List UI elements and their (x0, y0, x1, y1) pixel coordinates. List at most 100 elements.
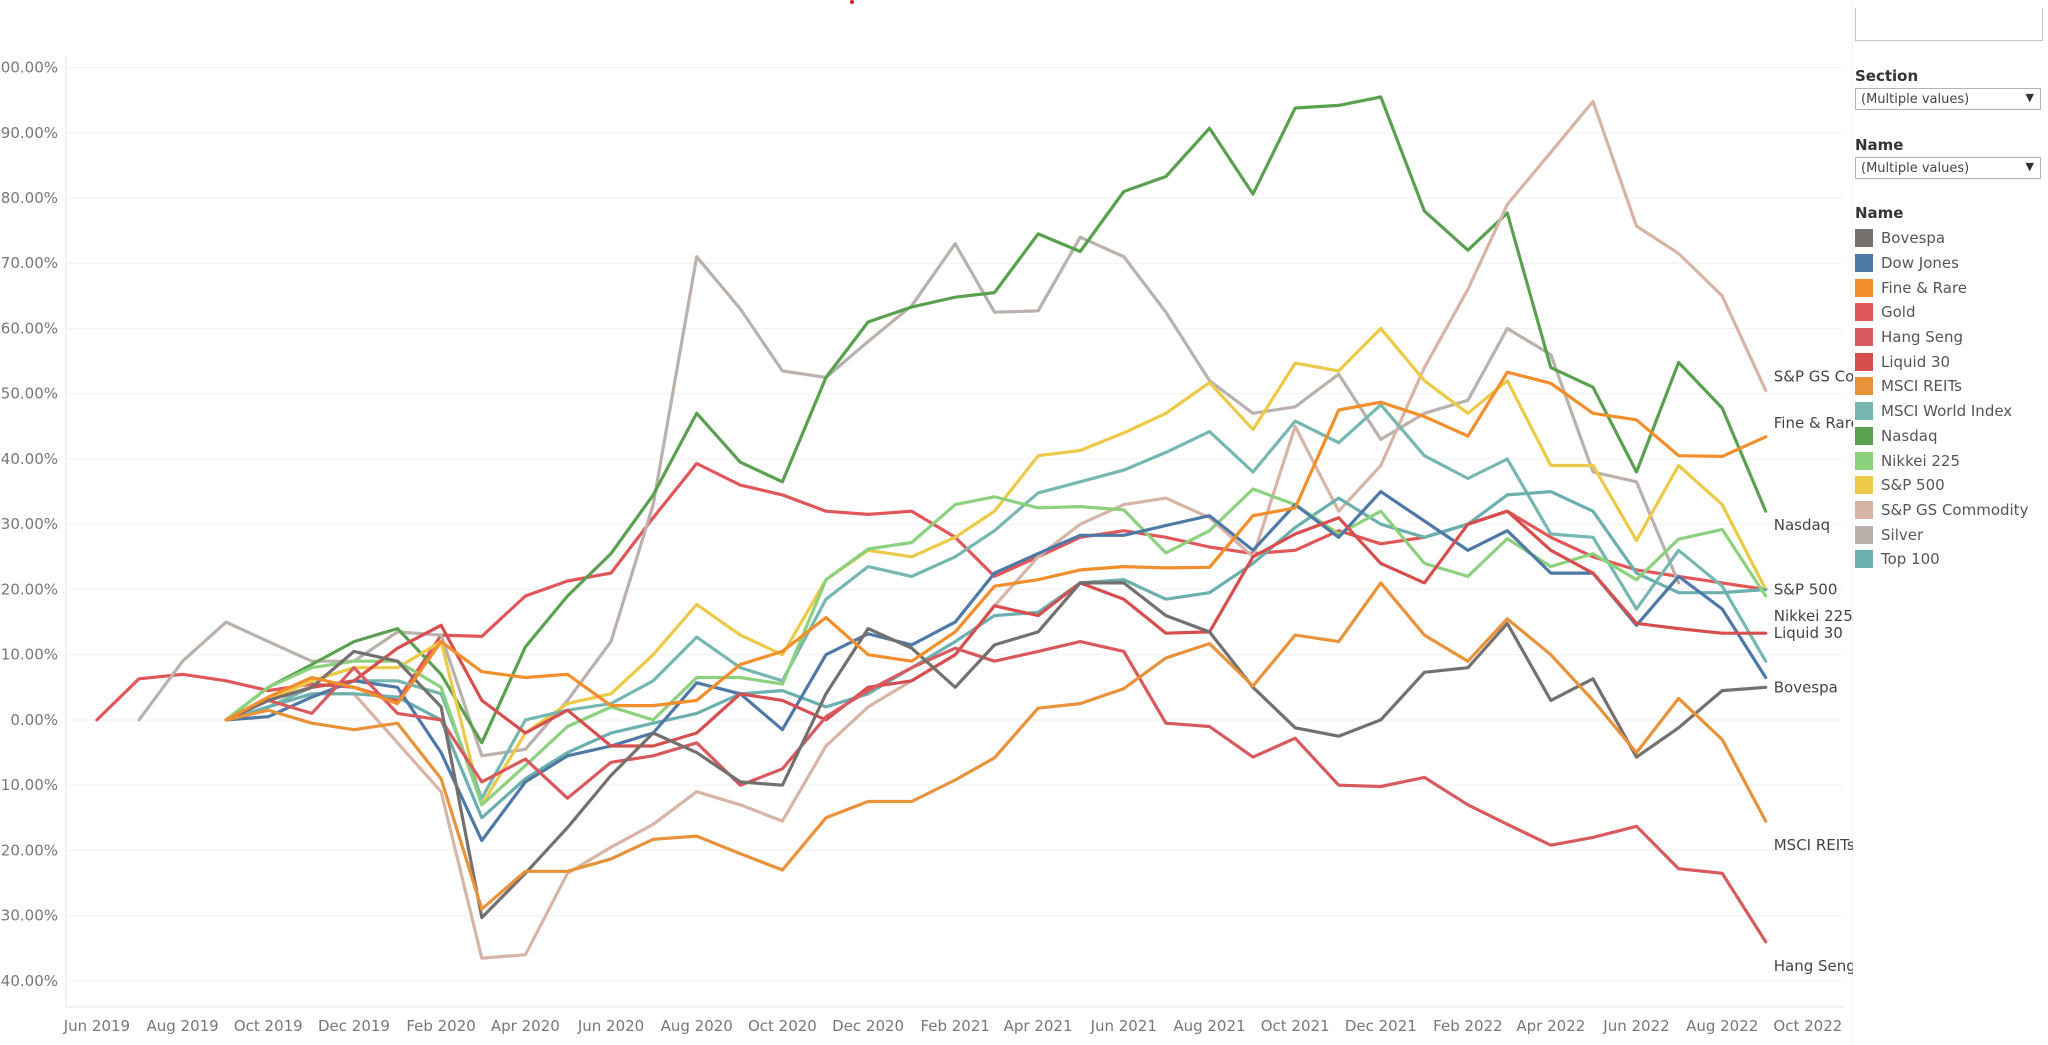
legend-item-label: Top 100 (1881, 550, 1940, 569)
name-filter-dropdown[interactable]: (Multiple values) ▼ (1855, 157, 2041, 179)
legend-swatch (1855, 229, 1873, 248)
y-tick-label: 20.00% (1, 580, 58, 598)
legend-swatch (1855, 254, 1873, 273)
section-filter-title: Section (1855, 67, 1919, 85)
legend-item[interactable]: Hang Seng (1855, 325, 2028, 350)
series-line[interactable] (224, 490, 1768, 843)
legend-swatch (1855, 525, 1873, 544)
legend-swatch (1855, 451, 1873, 470)
legend-item-label: Nasdaq (1881, 426, 1938, 445)
x-tick-label: Feb 2020 (406, 1017, 476, 1035)
chevron-down-icon: ▼ (2025, 91, 2034, 104)
series-line[interactable] (224, 403, 1768, 800)
series-line[interactable] (224, 509, 1768, 748)
legend: Bovespa Dow Jones Fine & Rare Gold Hang Seng… (1855, 226, 2028, 572)
legend-swatch (1855, 328, 1873, 347)
series-line[interactable] (224, 639, 1768, 944)
y-tick-label: 70.00% (1, 254, 58, 272)
legend-item[interactable]: S&P 500 (1855, 473, 2028, 498)
legend-item[interactable]: Liquid 30 (1855, 349, 2028, 374)
name-filter-value: (Multiple values) (1861, 161, 1970, 176)
section-filter-dropdown[interactable]: (Multiple values) ▼ (1855, 88, 2041, 110)
x-tick-label: Apr 2021 (1004, 1017, 1073, 1035)
series-line[interactable] (224, 490, 1768, 820)
legend-item[interactable]: Silver (1855, 522, 2028, 547)
legend-swatch (1855, 278, 1873, 297)
legend-item[interactable]: Fine & Rare (1855, 275, 2028, 300)
end-label: Hang Seng (1774, 957, 1853, 975)
y-tick-label: -20.00% (0, 841, 58, 859)
legend-item[interactable]: Top 100 (1855, 547, 2028, 572)
legend-item[interactable]: S&P GS Commodity (1855, 498, 2028, 523)
x-axis-ticks: Jun 2019 Aug 2019 Oct 2019 Dec 2019 Feb 2020… (63, 1017, 1843, 1035)
legend-item-label: Gold (1881, 303, 1916, 322)
series-line[interactable] (137, 235, 1681, 758)
x-tick-label: Oct 2020 (748, 1017, 817, 1035)
x-tick-label: Dec 2019 (318, 1017, 390, 1035)
x-tick-label: Aug 2021 (1173, 1017, 1245, 1035)
x-tick-label: Feb 2021 (920, 1017, 990, 1035)
end-label: MSCI REITs (1774, 836, 1853, 854)
section-filter-value: (Multiple values) (1861, 92, 1970, 107)
series-line[interactable] (224, 95, 1768, 745)
x-tick-label: Dec 2021 (1345, 1017, 1417, 1035)
series-line[interactable] (224, 370, 1768, 722)
legend-item[interactable]: Gold (1855, 300, 2028, 325)
legend-item-label: Liquid 30 (1881, 352, 1951, 371)
series-line[interactable] (224, 581, 1768, 911)
legend-item[interactable]: Dow Jones (1855, 251, 2028, 276)
x-tick-label: Aug 2022 (1686, 1017, 1758, 1035)
x-tick-label: Apr 2020 (491, 1017, 560, 1035)
legend-item[interactable]: Bovespa (1855, 226, 2028, 251)
y-axis-ticks: 100.00% 90.00% 80.00% 70.00% 60.00% 50.00% 40.… (0, 59, 58, 990)
series-line[interactable] (224, 581, 1768, 920)
end-label: Fine & Rare (1774, 414, 1853, 432)
legend-swatch (1855, 550, 1873, 569)
legend-swatch (1855, 377, 1873, 396)
legend-item-label: MSCI World Index (1881, 402, 2013, 421)
end-labels: S&P GS Commodity Fine & Rare Nasdaq S&P 500… (1774, 367, 1853, 974)
y-tick-label: 10.00% (1, 646, 58, 664)
grid (65, 56, 1843, 1008)
legend-item[interactable]: Nasdaq (1855, 424, 2028, 449)
end-label: Bovespa (1774, 678, 1838, 696)
end-label: Liquid 30 (1774, 624, 1843, 642)
legend-item-label: MSCI REITs (1881, 377, 1962, 396)
x-tick-label: Aug 2019 (146, 1017, 218, 1035)
legend-swatch (1855, 303, 1873, 322)
x-tick-label: Apr 2022 (1516, 1017, 1585, 1035)
y-tick-label: 30.00% (1, 515, 58, 533)
legend-item-label: Fine & Rare (1881, 278, 1968, 297)
legend-swatch (1855, 500, 1873, 519)
x-tick-label: Jun 2020 (577, 1017, 644, 1035)
x-tick-label: Jun 2019 (63, 1017, 130, 1035)
search-box[interactable] (1855, 8, 2043, 41)
y-tick-label: 0.00% (10, 711, 58, 729)
legend-swatch (1855, 426, 1873, 445)
series-lines (95, 95, 1768, 960)
end-label: S&P 500 (1774, 580, 1838, 598)
legend-item-label: S&P GS Commodity (1881, 500, 2029, 519)
x-tick-label: Jun 2021 (1090, 1017, 1157, 1035)
legend-swatch (1855, 402, 1873, 421)
legend-item-label: Hang Seng (1881, 328, 1964, 347)
y-tick-label: 90.00% (1, 124, 58, 142)
legend-swatch (1855, 352, 1873, 371)
end-label: S&P GS Commodity (1774, 367, 1853, 385)
legend-item-label: Nikkei 225 (1881, 451, 1961, 470)
x-tick-label: Aug 2020 (661, 1017, 733, 1035)
end-label: Nikkei 225 (1774, 607, 1853, 625)
name-filter-title: Name (1855, 136, 1904, 154)
y-tick-label: 40.00% (1, 450, 58, 468)
filter-panel: Section (Multiple values) ▼ Name (Multip… (1853, 0, 2048, 600)
legend-item[interactable]: MSCI World Index (1855, 399, 2028, 424)
end-label: Nasdaq (1774, 516, 1830, 534)
y-tick-label: -10.00% (0, 776, 58, 794)
legend-item[interactable]: MSCI REITs (1855, 374, 2028, 399)
legend-swatch (1855, 476, 1873, 495)
legend-item[interactable]: Nikkei 225 (1855, 448, 2028, 473)
series-line[interactable] (224, 487, 1768, 807)
y-tick-label: 50.00% (1, 385, 58, 403)
x-tick-label: Dec 2020 (832, 1017, 904, 1035)
x-tick-label: Oct 2019 (234, 1017, 303, 1035)
